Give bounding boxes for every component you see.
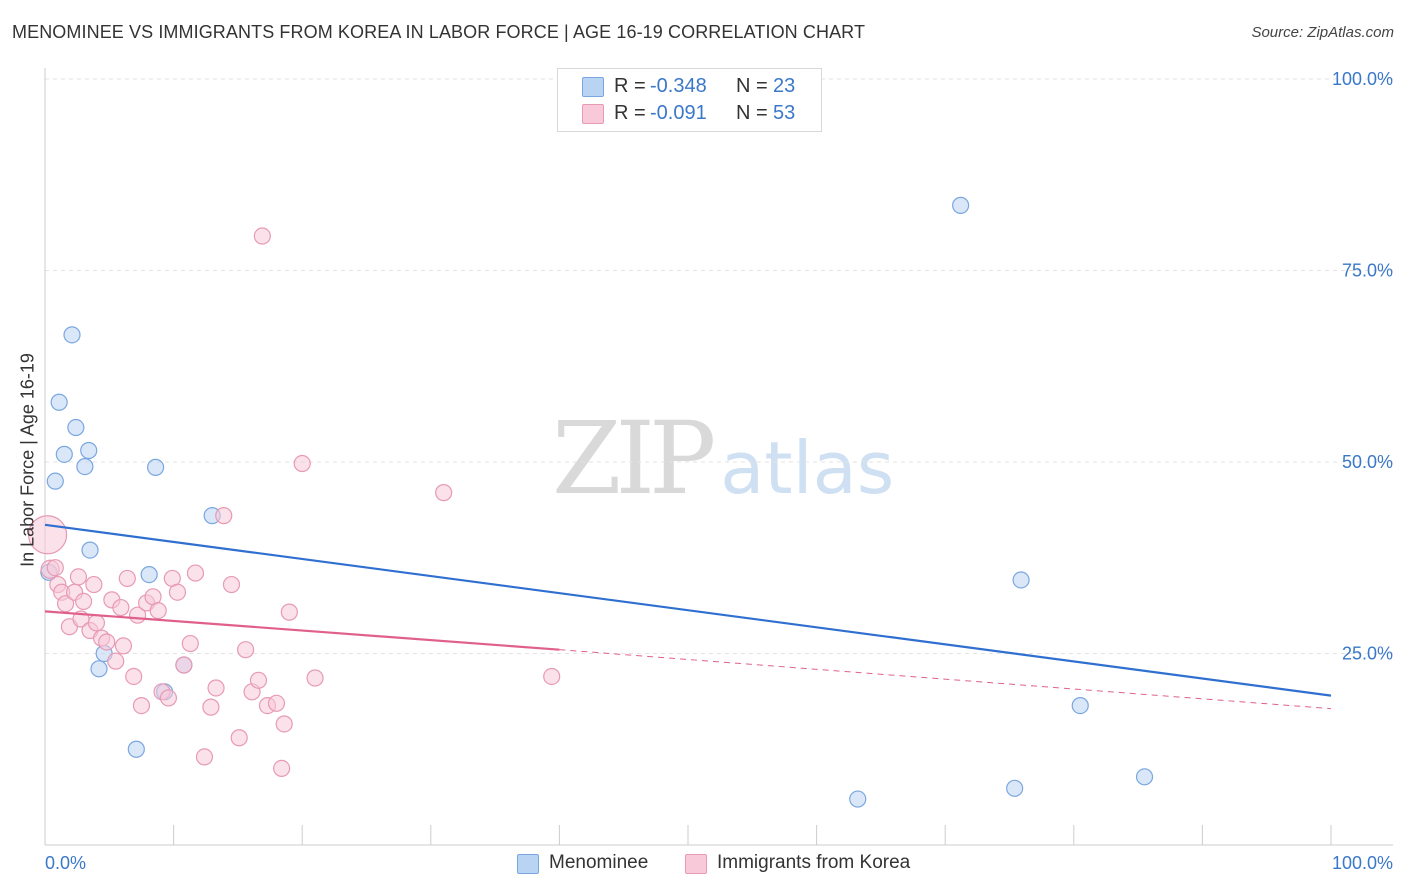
menominee-point	[1012, 571, 1030, 589]
korea-point	[118, 569, 136, 588]
korea-point	[275, 715, 293, 733]
chart-title: MENOMINEE VS IMMIGRANTS FROM KOREA IN LA…	[12, 22, 866, 42]
y-tick-label: 100.0%	[1332, 69, 1393, 89]
korea-point	[46, 559, 64, 577]
korea-trend-line	[44, 610, 560, 651]
menominee-point	[63, 326, 81, 344]
y-axis-label: In Labor Force | Age 16-19	[17, 353, 38, 567]
menominee-point	[952, 196, 970, 214]
korea-point	[74, 592, 93, 611]
korea-point	[249, 671, 268, 689]
korea-point	[98, 633, 116, 651]
bottom-legend-label: Menominee	[549, 852, 649, 873]
korea-trend-line-extension	[559, 649, 1332, 710]
legend-swatch-menominee	[582, 77, 604, 97]
korea-point	[112, 598, 130, 617]
korea-point	[186, 564, 205, 582]
legend-r-label: R =	[614, 102, 646, 124]
legend-r-label: R =	[614, 75, 646, 97]
korea-point	[114, 637, 133, 655]
menominee-point	[849, 790, 867, 808]
legend-n-value: 53	[773, 102, 796, 124]
korea-point	[267, 694, 286, 712]
korea-point	[56, 595, 75, 613]
y-tick-label: 25.0%	[1342, 644, 1393, 664]
menominee-point	[90, 660, 108, 678]
menominee-point	[46, 472, 64, 490]
menominee-point	[67, 418, 85, 437]
menominee-point	[50, 393, 68, 411]
menominee-point	[1006, 779, 1024, 797]
legend-n-label: N =	[736, 102, 768, 124]
y-tick-label: 75.0%	[1342, 261, 1393, 281]
korea-point	[125, 667, 143, 686]
korea-point	[207, 679, 225, 697]
korea-point	[107, 652, 125, 670]
korea-point	[543, 667, 561, 686]
menominee-point	[127, 740, 145, 758]
korea-point	[253, 227, 271, 245]
bottom-legend-swatch-menominee	[517, 854, 539, 874]
menominee-point	[80, 441, 98, 460]
korea-point	[87, 614, 106, 632]
korea-point	[306, 669, 324, 687]
korea-point	[195, 748, 214, 766]
korea-point	[175, 656, 193, 674]
menominee-point	[55, 445, 73, 463]
bottom-legend-swatch-korea	[685, 854, 707, 874]
x-tick-label: 0.0%	[45, 853, 86, 873]
x-tick-label: 100.0%	[1332, 853, 1393, 873]
korea-point	[149, 602, 167, 620]
source-label: Source: ZipAtlas.com	[1251, 24, 1394, 41]
korea-point	[159, 689, 178, 707]
korea-point	[293, 454, 311, 473]
legend: R = -0.348 N = 23 R = -0.091 N = 53	[557, 68, 822, 132]
menominee-point	[76, 457, 94, 476]
korea-point	[181, 634, 199, 653]
legend-r-value: -0.091	[650, 102, 707, 124]
korea-point	[202, 698, 220, 716]
korea-point	[27, 515, 68, 555]
legend-n-value: 23	[773, 75, 796, 97]
menominee-point	[81, 541, 99, 559]
watermark-zip: ZIP	[552, 400, 716, 517]
korea-point	[85, 575, 103, 594]
menominee-point	[140, 566, 158, 584]
korea-point	[435, 484, 453, 502]
korea-point	[237, 641, 255, 659]
korea-point	[230, 729, 248, 747]
korea-point	[222, 575, 241, 594]
korea-point	[215, 507, 233, 525]
korea-point	[168, 583, 187, 601]
bottom-legend-label: Immigrants from Korea	[717, 852, 911, 873]
legend-swatch-korea	[582, 104, 604, 124]
korea-point	[69, 568, 88, 586]
y-tick-label: 50.0%	[1342, 452, 1393, 472]
korea-point	[132, 696, 151, 715]
menominee-trend-line	[44, 523, 1332, 697]
watermark: ZIP atlas	[552, 400, 894, 517]
korea-point	[280, 603, 298, 621]
menominee-point	[1071, 696, 1089, 715]
legend-r-value: -0.348	[650, 75, 707, 97]
watermark-atlas: atlas	[720, 426, 895, 510]
korea-point	[273, 759, 291, 778]
menominee-point	[146, 458, 165, 476]
menominee-point	[1135, 768, 1154, 786]
legend-n-label: N =	[736, 75, 768, 97]
